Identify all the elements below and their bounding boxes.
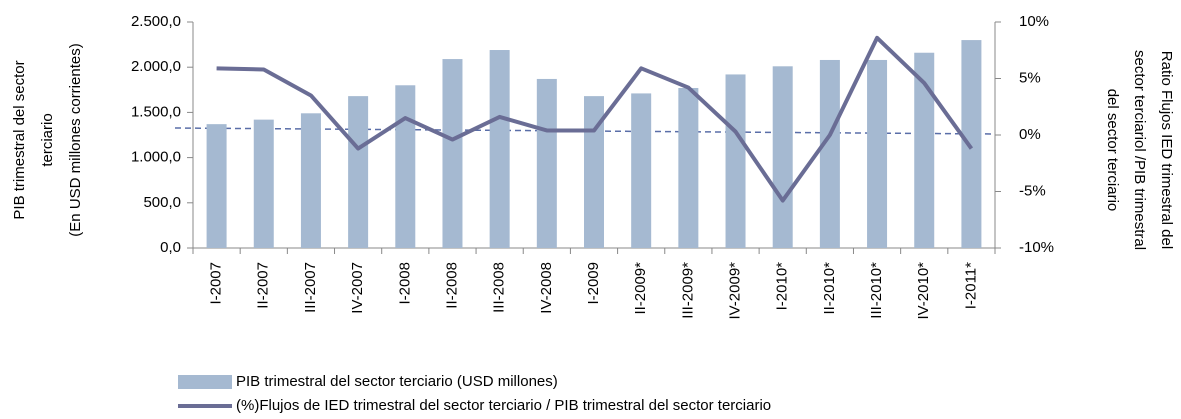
y-tick-label: 1.000,0	[131, 149, 181, 166]
y-tick-label: 2.500,0	[131, 13, 181, 30]
bar	[772, 66, 793, 249]
y2-tick-label: -10%	[1019, 239, 1054, 256]
y-axis-title: (En USD millones corrientes)	[67, 43, 84, 236]
y2-tick-label: 5%	[1019, 69, 1041, 86]
y-tick-label: 1.500,0	[131, 103, 181, 120]
legend-label: (%)Flujos de IED trimestral del sector t…	[236, 397, 771, 414]
bar	[631, 93, 652, 248]
bar	[489, 50, 510, 248]
x-tick-label: II-2008	[443, 262, 460, 309]
x-tick-label: III-2010*	[868, 262, 885, 319]
x-tick-label: III-2007	[302, 262, 319, 313]
bar	[678, 87, 699, 248]
bar	[253, 119, 274, 248]
y-tick-label: 500,0	[143, 194, 181, 211]
x-tick-label: II-2009*	[632, 262, 649, 315]
x-tick-label: I-2010*	[774, 262, 791, 311]
y2-axis-title: Ratio Flujos IED trimestral del	[1158, 51, 1175, 249]
legend-swatch	[178, 375, 232, 389]
y2-tick-label: 0%	[1019, 126, 1041, 143]
x-tick-label: III-2009*	[679, 262, 696, 319]
bar	[206, 124, 227, 248]
x-tick-label: IV-2008	[538, 262, 555, 314]
y2-tick-label: 10%	[1019, 13, 1049, 30]
bar	[536, 78, 557, 249]
x-tick-label: I-2011*	[962, 262, 979, 309]
bar	[867, 59, 888, 248]
bar	[584, 96, 604, 249]
x-tick-label: IV-2009*	[726, 262, 743, 320]
bar	[914, 52, 935, 249]
line	[216, 35, 974, 203]
y-tick-label: 2.000,0	[131, 58, 181, 75]
x-tick-label: IV-2010*	[915, 262, 932, 320]
x-tick-label: I-2009	[585, 262, 602, 305]
bar	[961, 40, 982, 248]
y2-tick-label: -5%	[1019, 182, 1046, 199]
bar	[819, 59, 840, 248]
y-tick-label: 0,0	[160, 239, 181, 256]
x-tick-label: III-2008	[491, 262, 508, 313]
bar	[348, 96, 369, 249]
y2-axis-title: sector terciariol /PIB trimestral	[1131, 50, 1148, 250]
x-tick-label: IV-2007	[349, 262, 366, 314]
bar	[300, 113, 321, 248]
x-tick-label: II-2007	[255, 262, 272, 309]
y-axis-title: terciario	[39, 113, 56, 166]
y-axis-title: PIB trimestral del sector	[11, 60, 28, 219]
bar	[725, 74, 746, 248]
legend-label: PIB trimestral del sector terciario (USD…	[236, 373, 558, 390]
x-tick-label: II-2010*	[821, 262, 838, 315]
bar	[442, 59, 463, 249]
bar	[395, 85, 416, 248]
x-tick-label: I-2007	[208, 262, 225, 305]
x-tick-label: I-2008	[396, 262, 413, 305]
y2-axis-title: del sector terciario	[1104, 89, 1121, 212]
